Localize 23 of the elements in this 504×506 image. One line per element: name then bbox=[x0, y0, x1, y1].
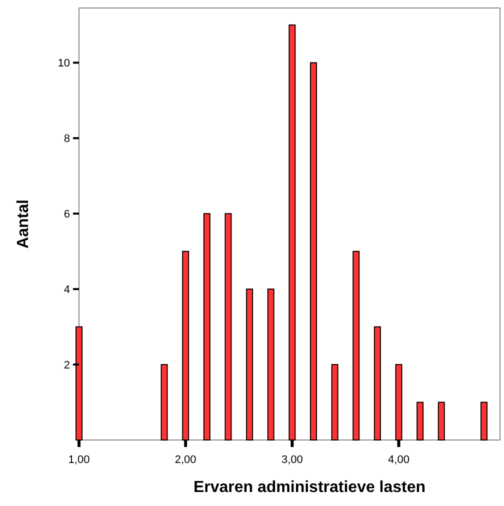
bar bbox=[203, 213, 210, 440]
bar bbox=[374, 326, 381, 440]
x-tick-label: 2,00 bbox=[174, 454, 196, 466]
bar bbox=[331, 364, 338, 440]
bar bbox=[438, 402, 445, 440]
x-axis-title: Ervaren administratieve lasten bbox=[193, 479, 426, 496]
y-tick-label: 2 bbox=[64, 359, 70, 372]
y-tick-label: 10 bbox=[58, 58, 70, 70]
x-tick-label: 1,00 bbox=[68, 454, 90, 466]
y-tick-label: 4 bbox=[64, 284, 70, 296]
y-axis-title: Aantal bbox=[15, 200, 32, 248]
bar bbox=[160, 364, 168, 440]
y-tick-label: 8 bbox=[64, 133, 70, 146]
bar bbox=[352, 250, 360, 440]
bar bbox=[224, 213, 232, 440]
bar bbox=[246, 288, 254, 440]
x-tick-label: 4,00 bbox=[388, 454, 410, 466]
bar bbox=[416, 402, 424, 440]
bar bbox=[267, 288, 274, 440]
x-tick-label: 3,00 bbox=[281, 454, 303, 466]
bar bbox=[480, 402, 488, 440]
y-tick-label: 6 bbox=[64, 208, 70, 220]
bar bbox=[310, 62, 317, 440]
